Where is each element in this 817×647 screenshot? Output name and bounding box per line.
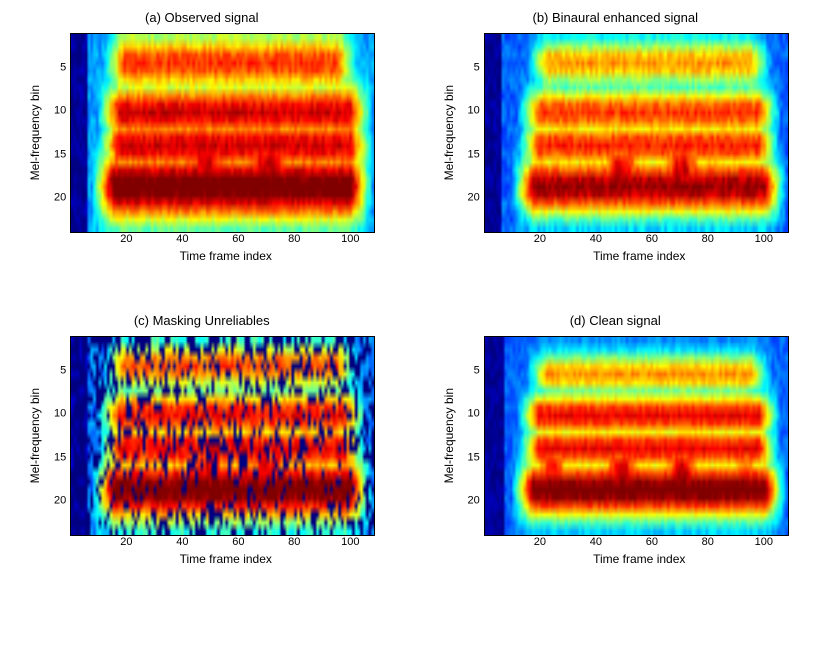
y-tick: 5 (60, 365, 66, 376)
x-ticks: 20 40 60 80 100 (73, 536, 378, 550)
x-tick: 100 (341, 233, 359, 245)
x-tick: 20 (534, 233, 546, 245)
x-ticks: 20 40 60 80 100 (487, 233, 792, 247)
spectrogram-canvas (71, 34, 374, 232)
panel-title: (d) Clean signal (570, 313, 661, 328)
panel-title: (a) Observed signal (145, 10, 258, 25)
y-ticks: 5 10 15 20 (462, 33, 480, 233)
y-tick: 15 (54, 149, 66, 160)
y-tick: 20 (468, 193, 480, 204)
x-axis-label: Time frame index (593, 552, 685, 566)
y-tick: 15 (468, 452, 480, 463)
x-tick: 40 (176, 233, 188, 245)
x-tick: 60 (232, 536, 244, 548)
y-tick: 5 (60, 62, 66, 73)
y-axis-label: Mel-frequency bin (28, 388, 42, 483)
y-ticks: 5 10 15 20 (48, 33, 66, 233)
y-axis-label: Mel-frequency bin (442, 85, 456, 180)
x-ticks: 20 40 60 80 100 (487, 536, 792, 550)
x-tick: 60 (646, 536, 658, 548)
plot-box (70, 33, 375, 233)
x-tick: 40 (176, 536, 188, 548)
panel-title: (c) Masking Unreliables (134, 313, 270, 328)
spectrogram-canvas (71, 337, 374, 535)
x-ticks: 20 40 60 80 100 (73, 233, 378, 247)
y-tick: 20 (54, 193, 66, 204)
spectrogram-canvas (485, 34, 788, 232)
y-ticks: 5 10 15 20 (48, 336, 66, 536)
x-tick: 80 (288, 536, 300, 548)
x-axis-area: 20 40 60 80 100 Time frame index (487, 536, 792, 566)
plot-box (484, 336, 789, 536)
x-tick: 80 (702, 536, 714, 548)
y-tick: 10 (54, 106, 66, 117)
y-tick: 10 (468, 106, 480, 117)
plot-box (70, 336, 375, 536)
plot-box (484, 33, 789, 233)
x-tick: 20 (120, 233, 132, 245)
panel-d: (d) Clean signal Mel-frequency bin 5 10 15 20… (424, 313, 808, 566)
x-tick: 20 (534, 536, 546, 548)
x-tick: 100 (755, 233, 773, 245)
panel-a: (a) Observed signal Mel-frequency bin 5 10 1… (10, 10, 394, 263)
spectrogram-grid: (a) Observed signal Mel-frequency bin 5 10 1… (10, 10, 807, 566)
y-tick: 5 (474, 62, 480, 73)
x-axis-area: 20 40 60 80 100 Time frame index (73, 233, 378, 263)
chart-area: Mel-frequency bin 5 10 15 20 (442, 33, 789, 233)
panel-c: (c) Masking Unreliables Mel-frequency bin… (10, 313, 394, 566)
y-tick: 10 (468, 409, 480, 420)
x-tick: 60 (232, 233, 244, 245)
x-tick: 60 (646, 233, 658, 245)
x-axis-area: 20 40 60 80 100 Time frame index (73, 536, 378, 566)
chart-area: Mel-frequency bin 5 10 15 20 (442, 336, 789, 536)
x-tick: 100 (755, 536, 773, 548)
y-ticks: 5 10 15 20 (462, 336, 480, 536)
y-tick: 20 (468, 496, 480, 507)
x-axis-label: Time frame index (180, 249, 272, 263)
x-axis-label: Time frame index (593, 249, 685, 263)
y-tick: 15 (468, 149, 480, 160)
spectrogram-canvas (485, 337, 788, 535)
y-tick: 20 (54, 496, 66, 507)
y-axis-label: Mel-frequency bin (442, 388, 456, 483)
y-tick: 5 (474, 365, 480, 376)
y-axis-label: Mel-frequency bin (28, 85, 42, 180)
x-axis-label: Time frame index (180, 552, 272, 566)
x-tick: 80 (288, 233, 300, 245)
x-axis-area: 20 40 60 80 100 Time frame index (487, 233, 792, 263)
y-tick: 10 (54, 409, 66, 420)
panel-title: (b) Binaural enhanced signal (533, 10, 699, 25)
x-tick: 40 (590, 233, 602, 245)
x-tick: 20 (120, 536, 132, 548)
x-tick: 100 (341, 536, 359, 548)
panel-b: (b) Binaural enhanced signal Mel-frequenc… (424, 10, 808, 263)
x-tick: 40 (590, 536, 602, 548)
chart-area: Mel-frequency bin 5 10 15 20 (28, 336, 375, 536)
x-tick: 80 (702, 233, 714, 245)
chart-area: Mel-frequency bin 5 10 15 20 (28, 33, 375, 233)
y-tick: 15 (54, 452, 66, 463)
